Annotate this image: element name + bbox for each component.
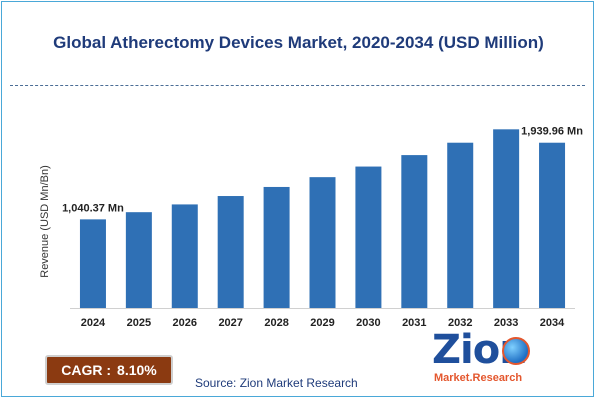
cagr-badge: CAGR : 8.10% xyxy=(45,355,173,385)
y-axis-label: Revenue (USD Mn/Bn) xyxy=(39,165,51,278)
source-note: Source: Zion Market Research xyxy=(195,376,358,390)
bar-2029 xyxy=(309,177,336,308)
cagr-value: 8.10% xyxy=(117,362,157,378)
bar-2027 xyxy=(217,196,244,308)
cagr-label: CAGR : xyxy=(61,362,112,378)
x-tick-label: 2024 xyxy=(81,317,106,329)
bar-2025 xyxy=(125,212,152,308)
bar-2026 xyxy=(171,204,198,308)
zion-logo: Zion Market.Research xyxy=(432,327,552,390)
x-tick-label: 2025 xyxy=(127,317,151,329)
title-divider xyxy=(10,85,585,86)
x-tick-label: 2030 xyxy=(356,317,380,329)
data-label: 1,040.37 Mn xyxy=(62,202,124,214)
data-label: 1,939.96 Mn xyxy=(521,126,583,138)
x-tick-label: 2027 xyxy=(218,317,242,329)
bar-2024 xyxy=(79,219,106,308)
x-tick-label: 2032 xyxy=(448,317,472,329)
bar-2034 xyxy=(539,142,566,308)
bar-2032 xyxy=(447,142,474,308)
chart-title: Global Atherectomy Devices Market, 2020-… xyxy=(53,33,544,52)
bar-2028 xyxy=(263,186,290,308)
bar-2033 xyxy=(493,129,520,308)
globe-icon xyxy=(502,337,530,365)
x-tick-label: 2026 xyxy=(173,317,197,329)
logo-tagline: Market.Research xyxy=(434,372,523,384)
bar-2031 xyxy=(401,155,428,308)
x-tick-label: 2033 xyxy=(494,317,518,329)
x-tick-label: 2028 xyxy=(264,317,288,329)
x-tick-label: 2031 xyxy=(402,317,426,329)
bar-2030 xyxy=(355,166,382,308)
x-tick-label: 2034 xyxy=(540,317,565,329)
x-tick-label: 2029 xyxy=(310,317,334,329)
